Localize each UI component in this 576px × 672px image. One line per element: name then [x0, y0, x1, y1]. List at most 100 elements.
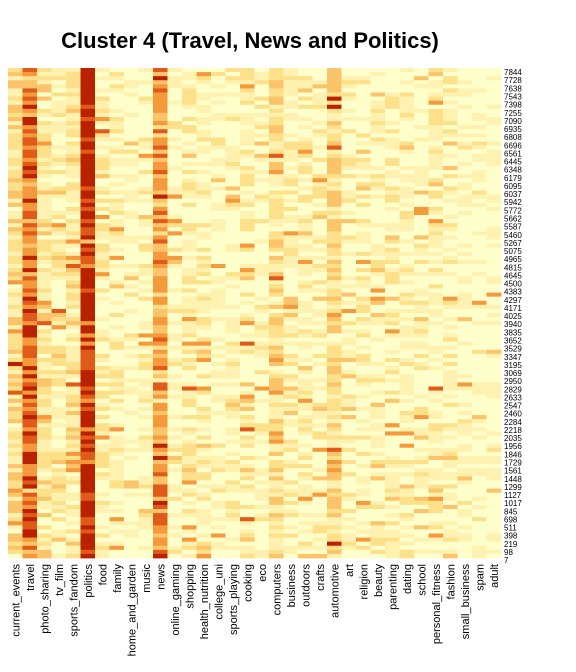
heatmap-cell — [443, 353, 458, 359]
heatmap-cell — [196, 386, 212, 391]
heatmap-cell — [312, 112, 328, 118]
heatmap-cell — [457, 313, 473, 318]
heatmap-cell — [153, 276, 168, 281]
heatmap-cell — [341, 153, 357, 159]
heatmap-cell — [298, 76, 313, 81]
heatmap-cell — [8, 492, 23, 498]
heatmap-cell — [138, 129, 154, 134]
heatmap-cell — [486, 460, 502, 465]
heatmap-cell — [283, 533, 299, 538]
heatmap-cell — [153, 206, 168, 212]
heatmap-cell — [312, 292, 328, 298]
heatmap-cell — [341, 280, 357, 285]
heatmap-cell — [312, 288, 328, 293]
heatmap-cell — [443, 198, 458, 204]
heatmap-cell — [457, 509, 473, 514]
heatmap-cell — [95, 382, 110, 387]
heatmap-cell — [66, 443, 81, 449]
heatmap-cell — [341, 353, 357, 359]
heatmap-cell — [240, 313, 255, 318]
heatmap-cell — [472, 108, 487, 114]
heatmap-cell — [240, 166, 255, 171]
heatmap-cell — [428, 76, 444, 81]
heatmap-cell — [37, 390, 52, 396]
heatmap-cell — [66, 178, 81, 183]
y-tick-label: 1729 — [504, 459, 522, 468]
heatmap-cell — [283, 280, 299, 285]
y-tick-label: 4815 — [504, 263, 522, 272]
heatmap-cell — [22, 431, 38, 436]
heatmap-cell — [254, 472, 270, 477]
heatmap-cell — [22, 194, 38, 200]
heatmap-cell — [22, 468, 38, 473]
heatmap-cell — [269, 145, 284, 151]
heatmap-cell — [443, 182, 458, 187]
heatmap-cell — [370, 235, 386, 240]
heatmap-cell — [95, 447, 110, 453]
heatmap-cell — [240, 296, 255, 302]
heatmap-cell — [51, 406, 67, 412]
heatmap-cell — [457, 492, 473, 498]
heatmap-cell — [414, 161, 429, 167]
heatmap-cell — [254, 76, 270, 81]
heatmap-cell — [486, 353, 502, 359]
heatmap-cell — [399, 370, 415, 375]
heatmap-cell — [370, 259, 386, 265]
heatmap-cell — [22, 341, 38, 347]
heatmap-cell — [312, 541, 328, 547]
heatmap-cell — [283, 149, 299, 155]
heatmap-cell — [211, 394, 226, 400]
heatmap-cell — [167, 268, 183, 273]
heatmap-cell — [95, 468, 110, 473]
heatmap-cell — [211, 472, 226, 477]
heatmap-cell — [66, 345, 81, 351]
heatmap-cell — [399, 133, 415, 138]
heatmap-cell — [283, 125, 299, 130]
heatmap-cell — [22, 219, 38, 224]
heatmap-cell — [138, 325, 154, 330]
heatmap-cell — [22, 419, 38, 424]
heatmap-cell — [167, 296, 183, 302]
heatmap-cell — [298, 178, 313, 183]
chart-title: Cluster 4 (Travel, News and Politics) — [61, 28, 439, 53]
heatmap-cell — [414, 431, 429, 436]
heatmap-cell — [37, 443, 52, 449]
heatmap-cell — [486, 431, 502, 436]
heatmap-cell — [22, 206, 38, 212]
heatmap-cell — [283, 337, 299, 342]
heatmap-cell — [327, 337, 342, 342]
heatmap-cell — [370, 174, 386, 179]
heatmap-cell — [8, 553, 23, 559]
heatmap-cell — [196, 247, 212, 253]
heatmap-cell — [8, 121, 23, 126]
heatmap-cell — [66, 202, 81, 208]
heatmap-cell — [182, 525, 197, 530]
heatmap-cell — [457, 161, 473, 167]
heatmap-cell — [8, 194, 23, 200]
heatmap-cell — [167, 500, 183, 506]
heatmap-cell — [225, 296, 241, 302]
heatmap-cell — [182, 117, 197, 122]
heatmap-cell — [341, 157, 357, 163]
heatmap-cell — [341, 243, 357, 249]
heatmap-cell — [370, 488, 386, 494]
heatmap-cell — [225, 149, 241, 155]
heatmap-cell — [327, 517, 342, 522]
heatmap-cell — [399, 243, 415, 249]
heatmap-cell — [457, 88, 473, 93]
heatmap-cell — [472, 202, 487, 208]
heatmap-cell — [356, 141, 371, 146]
heatmap-cell — [472, 500, 487, 506]
heatmap-cell — [167, 341, 183, 347]
heatmap-cell — [80, 112, 96, 118]
heatmap-cell — [327, 84, 342, 89]
heatmap-cell — [312, 341, 328, 347]
heatmap-cell — [414, 435, 429, 440]
heatmap-cell — [356, 313, 371, 318]
heatmap-cell — [356, 174, 371, 179]
heatmap-cell — [414, 549, 429, 555]
heatmap-cell — [457, 202, 473, 208]
heatmap-cell — [356, 439, 371, 445]
heatmap-cell — [167, 406, 183, 412]
heatmap-cell — [196, 349, 212, 355]
